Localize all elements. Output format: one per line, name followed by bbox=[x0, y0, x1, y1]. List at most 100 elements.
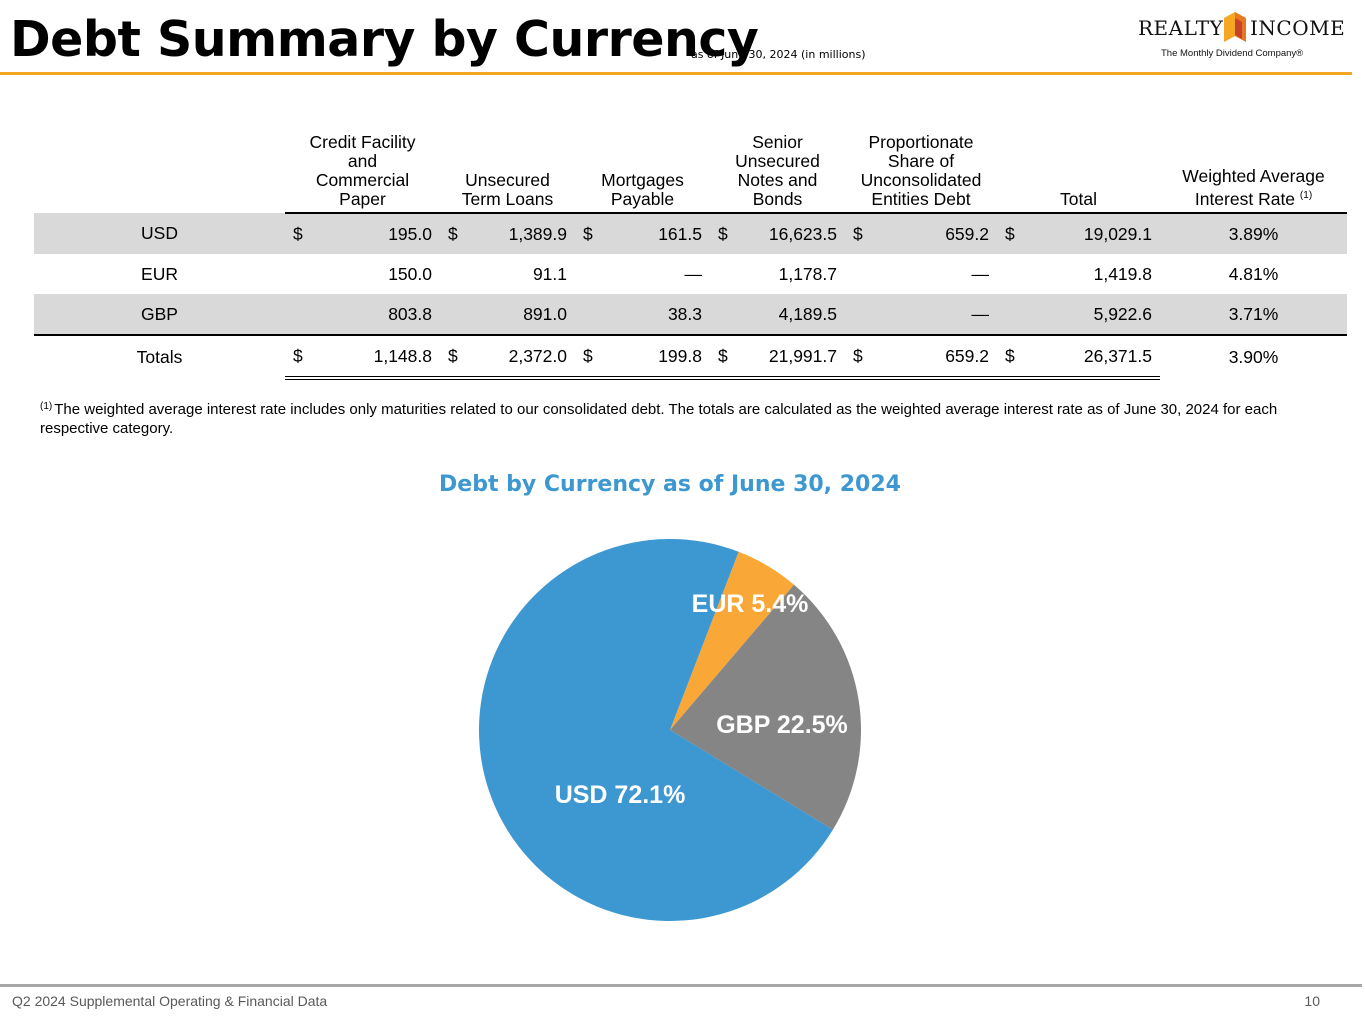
value-wrap: $659.2 bbox=[845, 346, 997, 367]
currency-symbol: $ bbox=[718, 345, 728, 366]
chart-title: Debt by Currency as of June 30, 2024 bbox=[439, 472, 901, 497]
logo-tagline: The Monthly Dividend Company® bbox=[1161, 48, 1304, 59]
value-wrap: 150.0 bbox=[285, 264, 440, 285]
footnote-number: (1) bbox=[40, 401, 53, 412]
column-header-label: Mortgages Payable bbox=[601, 170, 684, 209]
amount: 2,372.0 bbox=[508, 345, 567, 366]
currency-symbol: $ bbox=[1005, 223, 1015, 244]
value-cell: — bbox=[845, 294, 997, 335]
value-wrap: $2,372.0 bbox=[440, 346, 575, 367]
amount: 26,371.5 bbox=[1083, 345, 1152, 366]
amount: — bbox=[971, 263, 990, 284]
table-body: USD $195.0 $1,389.9 $161.5 $16,623.5 $659.2 $1… bbox=[34, 213, 1347, 380]
column-header-total: Total bbox=[997, 133, 1160, 214]
amount: — bbox=[971, 303, 990, 324]
amount: 1,389.9 bbox=[508, 223, 567, 244]
value-wrap: $26,371.5 bbox=[997, 346, 1160, 367]
value-wrap: — bbox=[575, 264, 710, 285]
amount: 659.2 bbox=[945, 345, 989, 366]
slice-label-gbp: GBP 22.5% bbox=[716, 711, 848, 739]
amount: 5,922.6 bbox=[1093, 303, 1152, 324]
pie-slice-gbp bbox=[670, 584, 861, 830]
slice-label-eur: EUR 5.4% bbox=[692, 590, 809, 618]
amount: — bbox=[684, 263, 703, 284]
value-wrap: $161.5 bbox=[575, 224, 710, 245]
amount: 150.0 bbox=[388, 263, 432, 284]
column-header-notes-bonds: Senior Unsecured Notes and Bonds bbox=[710, 133, 845, 214]
value-wrap: 1,178.7 bbox=[710, 264, 845, 285]
amount: 1,178.7 bbox=[778, 263, 837, 284]
value-cell: 891.0 bbox=[440, 294, 575, 335]
currency-symbol bbox=[845, 304, 853, 325]
currency-symbol: $ bbox=[448, 223, 458, 244]
value-wrap: $21,991.7 bbox=[710, 346, 845, 367]
value-cell: $16,623.5 bbox=[710, 213, 845, 254]
value-wrap: — bbox=[845, 264, 997, 285]
value-cell: 38.3 bbox=[575, 294, 710, 335]
value-cell: $195.0 bbox=[285, 213, 440, 254]
value-cell: $659.2 bbox=[845, 213, 997, 254]
column-header-currency bbox=[34, 133, 285, 213]
value-cell: 1,419.8 bbox=[997, 254, 1160, 294]
column-header-label: Weighted Average Interest Rate bbox=[1182, 166, 1325, 209]
currency-symbol: $ bbox=[583, 345, 593, 366]
currency-symbol bbox=[575, 264, 583, 285]
value-wrap: $1,148.8 bbox=[285, 346, 440, 367]
value-cell: $21,991.7 bbox=[710, 334, 845, 380]
value-cell: 4,189.5 bbox=[710, 294, 845, 335]
currency-symbol bbox=[710, 304, 718, 325]
rate-header-wrap: Weighted Average Interest Rate (1) bbox=[1169, 167, 1339, 209]
page-title: Debt Summary by Currency bbox=[10, 11, 759, 68]
column-header-rate: Weighted Average Interest Rate (1) bbox=[1160, 133, 1347, 214]
pie-slice-eur bbox=[670, 551, 795, 730]
value-wrap: 1,419.8 bbox=[997, 264, 1160, 285]
amount: 19,029.1 bbox=[1083, 223, 1152, 244]
currency-symbol: $ bbox=[853, 223, 863, 244]
currency-symbol: $ bbox=[853, 345, 863, 366]
amount: 891.0 bbox=[523, 303, 567, 324]
amount: 199.8 bbox=[658, 345, 702, 366]
value-wrap: 891.0 bbox=[440, 304, 575, 325]
logo-word-right: INCOME bbox=[1250, 16, 1346, 40]
value-cell: $161.5 bbox=[575, 213, 710, 254]
value-cell: $26,371.5 bbox=[997, 334, 1160, 380]
column-header-unconsolidated: Proportionate Share of Unconsolidated En… bbox=[845, 133, 997, 214]
amount: 195.0 bbox=[388, 223, 432, 244]
amount: 4,189.5 bbox=[778, 303, 837, 324]
value-wrap: $659.2 bbox=[845, 224, 997, 245]
currency-cell: EUR bbox=[141, 263, 178, 284]
logo-word-left: REALTY bbox=[1138, 16, 1224, 40]
table-row-totals: Totals $1,148.8 $2,372.0 $199.8 $21,991.7 $65… bbox=[34, 334, 1347, 380]
page-header: Debt Summary by Currency as of June 30, … bbox=[0, 0, 1365, 76]
value-cell: 91.1 bbox=[440, 254, 575, 294]
value-cell: — bbox=[575, 254, 710, 294]
currency-cell: USD bbox=[34, 213, 285, 254]
currency-symbol: $ bbox=[1005, 345, 1015, 366]
rate-cell: 4.81% bbox=[1228, 263, 1279, 284]
value-wrap: $1,389.9 bbox=[440, 224, 575, 245]
value-cell: 150.0 bbox=[285, 254, 440, 294]
table-header-row: Credit Facility and Commercial Paper Uns… bbox=[34, 133, 1347, 214]
page-subtitle: as of June 30, 2024 (in millions) bbox=[691, 48, 866, 61]
currency-symbol bbox=[440, 264, 448, 285]
value-wrap: $16,623.5 bbox=[710, 224, 845, 245]
logo-building-icon bbox=[1224, 12, 1246, 42]
amount: 21,991.7 bbox=[768, 345, 837, 366]
currency-symbol bbox=[285, 304, 293, 325]
table-row: EUR 150.0 91.1 — 1,178.7 — 1,419.8 4.81% bbox=[34, 254, 1347, 294]
footnote: (1) The weighted average interest rate in… bbox=[40, 400, 1345, 438]
company-logo: REALTY INCOME The Monthly Dividend Compa… bbox=[1138, 12, 1345, 62]
currency-pie-chart: EUR 5.4% GBP 22.5% USD 72.1% bbox=[479, 539, 861, 921]
currency-symbol bbox=[997, 304, 1005, 325]
amount: 1,148.8 bbox=[373, 345, 432, 366]
header-rule bbox=[0, 72, 1352, 75]
value-cell: 803.8 bbox=[285, 294, 440, 335]
amount: 91.1 bbox=[532, 263, 567, 284]
currency-symbol bbox=[997, 264, 1005, 285]
currency-symbol bbox=[285, 264, 293, 285]
amount: 38.3 bbox=[667, 303, 702, 324]
column-header-label: Total bbox=[1060, 189, 1097, 209]
debt-summary-table: Credit Facility and Commercial Paper Uns… bbox=[34, 133, 1347, 380]
value-wrap: $195.0 bbox=[285, 224, 440, 245]
column-header-label: Unsecured Term Loans bbox=[461, 170, 554, 209]
